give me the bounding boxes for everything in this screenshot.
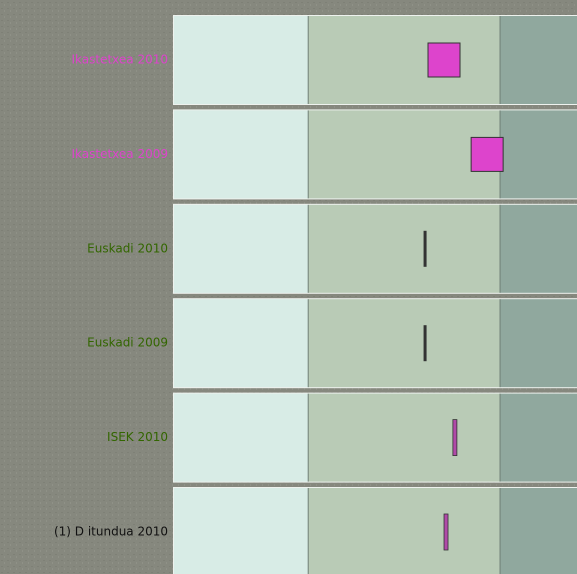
band	[308, 204, 501, 293]
band	[308, 299, 501, 388]
band	[308, 393, 501, 482]
band	[174, 393, 309, 482]
band	[174, 110, 309, 199]
band	[500, 299, 577, 388]
row-label: Ikastetxea 2010	[72, 53, 169, 67]
marker	[443, 513, 449, 551]
band	[308, 488, 501, 574]
row-label: (1) D itundua 2010	[54, 525, 168, 539]
band	[500, 393, 577, 482]
marker	[423, 230, 427, 267]
band	[500, 488, 577, 574]
band	[308, 16, 501, 104]
band	[500, 204, 577, 293]
band	[174, 16, 309, 104]
row-label: Ikastetxea 2009	[72, 147, 169, 161]
band	[174, 488, 309, 574]
band	[500, 110, 577, 199]
marker	[427, 42, 461, 78]
band	[174, 204, 309, 293]
row-label: Euskadi 2010	[87, 241, 168, 255]
band	[500, 16, 577, 104]
marker	[470, 136, 504, 172]
band	[174, 299, 309, 388]
row-label: ISEK 2010	[107, 430, 168, 444]
marker	[452, 419, 458, 457]
band	[308, 110, 501, 199]
marker	[423, 325, 427, 362]
row-label: Euskadi 2009	[87, 336, 168, 350]
